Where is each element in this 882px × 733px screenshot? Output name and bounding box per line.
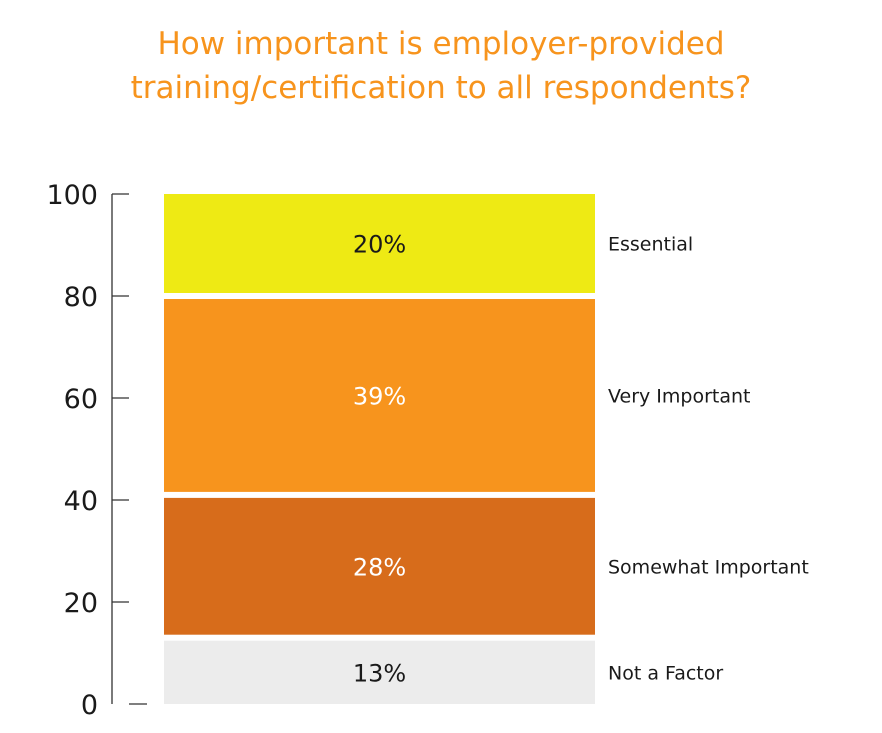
legend-label: Not a Factor bbox=[608, 662, 723, 684]
legend-label: Somewhat Important bbox=[608, 556, 809, 578]
data-label: 39% bbox=[353, 382, 406, 410]
legend-label: Essential bbox=[608, 234, 693, 256]
chart-title-line-2: training/certification to all respondent… bbox=[130, 70, 752, 106]
y-tick-label: 0 bbox=[81, 690, 98, 721]
bar-segment bbox=[164, 640, 595, 704]
legend-label: Very Important bbox=[608, 385, 751, 407]
bar-segment bbox=[164, 194, 595, 293]
bar-segment bbox=[164, 497, 595, 635]
y-tick-label: 40 bbox=[64, 486, 98, 517]
bar-segment bbox=[164, 299, 595, 492]
y-tick-label: 20 bbox=[64, 588, 98, 619]
data-label: 13% bbox=[353, 659, 406, 687]
y-tick-label: 80 bbox=[64, 282, 98, 313]
y-tick-label: 100 bbox=[46, 180, 98, 211]
y-tick-label: 60 bbox=[64, 384, 98, 415]
chart-title-line-1: How important is employer-provided bbox=[157, 26, 725, 62]
data-label: 28% bbox=[353, 553, 406, 581]
chart-title: How important is employer-provided train… bbox=[0, 22, 882, 110]
data-label: 20% bbox=[353, 231, 406, 259]
